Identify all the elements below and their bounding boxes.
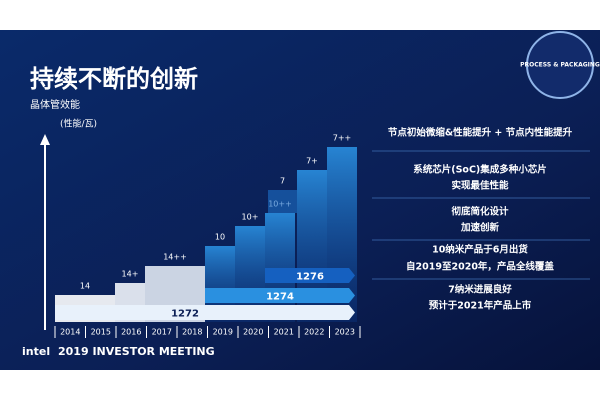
node-label: 7: [280, 177, 285, 186]
point-text: 系统芯片(SoC)集成多种小芯片: [413, 164, 547, 176]
roadmap-label: 1276: [296, 272, 324, 283]
year-label: 2017: [152, 328, 172, 337]
node-label: 10+: [242, 213, 259, 222]
event-name: 2019 INVESTOR MEETING: [58, 345, 215, 358]
node-label: 7+: [306, 157, 318, 166]
node-label: 10: [215, 233, 225, 242]
axis-label: 晶体管效能: [30, 98, 80, 111]
year-label: 2020: [243, 328, 263, 337]
point-list: 节点初始微缩&性能提升 + 节点内性能提升系统芯片(SoC)集成多种小芯片实现最…: [372, 127, 590, 312]
badge: PROCESS & PACKAGING: [520, 31, 600, 99]
slide-title: 持续不断的创新: [30, 65, 198, 93]
axis-arrowhead: [40, 134, 50, 145]
node-label: 14+: [122, 270, 139, 279]
roadmap-label: 1272: [171, 309, 199, 320]
roadmap-arrow: [205, 288, 355, 303]
year-label: 2021: [274, 328, 294, 337]
node-label: 14: [80, 282, 90, 291]
point-text: 7纳米进展良好: [448, 284, 512, 296]
year-label: 2018: [182, 328, 202, 337]
year-label: 2015: [91, 328, 111, 337]
roadmap-label: 1274: [266, 292, 294, 303]
roadmap-arrow: [55, 305, 355, 320]
point-text: 节点初始微缩&性能提升 + 节点内性能提升: [388, 127, 573, 139]
roadmap-arrow: [265, 268, 355, 283]
point-text: 彻底简化设计: [450, 206, 509, 218]
node-label: 14++: [163, 253, 187, 262]
node-step: [265, 213, 295, 322]
year-label: 2019: [213, 328, 233, 337]
point-text: 10纳米产品于6月出货: [432, 244, 528, 256]
point-text: 加速创新: [460, 222, 500, 234]
year-label: 2016: [121, 328, 141, 337]
year-label: 2014: [60, 328, 80, 337]
node-label: 7++: [333, 134, 352, 143]
year-label: 2022: [304, 328, 324, 337]
brand-logo: intel: [22, 345, 50, 358]
year-label: 2023: [335, 328, 355, 337]
point-text: 预计于2021年产品上市: [429, 300, 532, 312]
axis-unit: (性能/瓦): [60, 118, 97, 130]
badge-text: PROCESS & PACKAGING: [520, 62, 600, 69]
point-text: 自2019至2020年，产品全线覆盖: [406, 261, 554, 273]
node-step: [268, 190, 297, 213]
point-text: 实现最佳性能: [451, 180, 509, 192]
roadmap-chart: 2014 2015 2016 2017 2018 2019 2020 2021 2022 2023…: [54, 134, 361, 338]
